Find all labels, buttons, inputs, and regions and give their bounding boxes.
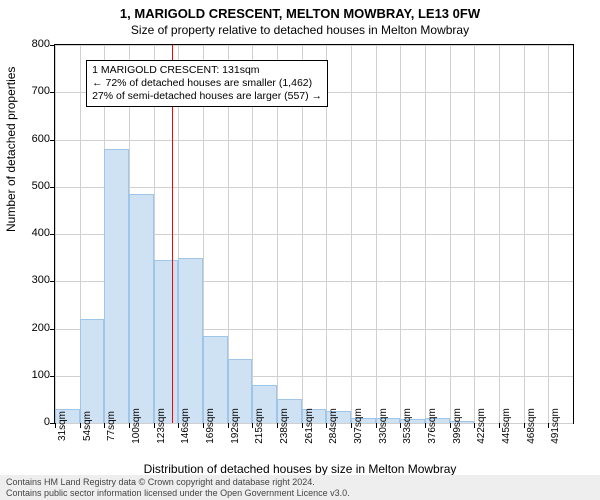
xtick-label: 284sqm bbox=[328, 408, 339, 444]
footer-line-2: Contains public sector information licen… bbox=[6, 488, 594, 498]
gridline-v bbox=[548, 45, 549, 423]
annotation-line: ← 72% of detached houses are smaller (1,… bbox=[92, 77, 322, 90]
xtick-mark bbox=[351, 423, 352, 428]
xtick-mark bbox=[499, 423, 500, 428]
ytick-label: 300 bbox=[10, 274, 50, 286]
gridline-v bbox=[499, 45, 500, 423]
xtick-label: 31sqm bbox=[57, 411, 68, 441]
ytick-label: 200 bbox=[10, 322, 50, 334]
xtick-label: 399sqm bbox=[452, 408, 463, 444]
annotation-box: 1 MARIGOLD CRESCENT: 131sqm← 72% of deta… bbox=[86, 60, 328, 107]
xtick-mark bbox=[129, 423, 130, 428]
histogram-bar bbox=[104, 149, 129, 423]
annotation-line: 1 MARIGOLD CRESCENT: 131sqm bbox=[92, 64, 322, 77]
gridline-v bbox=[376, 45, 377, 423]
xtick-mark bbox=[154, 423, 155, 428]
xtick-mark bbox=[80, 423, 81, 428]
histogram-bar bbox=[154, 260, 179, 423]
xtick-label: 215sqm bbox=[254, 408, 265, 444]
xtick-label: 468sqm bbox=[526, 408, 537, 444]
chart-subtitle: Size of property relative to detached ho… bbox=[0, 21, 600, 37]
footer-attribution: Contains HM Land Registry data © Crown c… bbox=[0, 475, 600, 500]
xtick-label: 54sqm bbox=[82, 411, 93, 441]
gridline-v bbox=[400, 45, 401, 423]
xtick-mark bbox=[228, 423, 229, 428]
gridline-v bbox=[425, 45, 426, 423]
gridline-v bbox=[55, 45, 56, 423]
xtick-label: 491sqm bbox=[550, 408, 561, 444]
xtick-mark bbox=[302, 423, 303, 428]
plot-area: 1 MARIGOLD CRESCENT: 131sqm← 72% of deta… bbox=[54, 44, 574, 424]
xtick-label: 77sqm bbox=[106, 411, 117, 441]
ytick-label: 100 bbox=[10, 369, 50, 381]
gridline-v bbox=[450, 45, 451, 423]
xtick-mark bbox=[425, 423, 426, 428]
histogram-bar bbox=[80, 319, 105, 423]
xtick-label: 353sqm bbox=[402, 408, 413, 444]
xtick-label: 100sqm bbox=[131, 408, 142, 444]
xtick-label: 123sqm bbox=[156, 408, 167, 444]
ytick-label: 0 bbox=[10, 416, 50, 428]
gridline-v bbox=[524, 45, 525, 423]
xtick-label: 376sqm bbox=[427, 408, 438, 444]
gridline-h bbox=[55, 45, 573, 46]
x-axis-label: Distribution of detached houses by size … bbox=[0, 462, 600, 476]
annotation-line: 27% of semi-detached houses are larger (… bbox=[92, 90, 322, 103]
gridline-v bbox=[474, 45, 475, 423]
ytick-label: 600 bbox=[10, 133, 50, 145]
xtick-label: 330sqm bbox=[378, 408, 389, 444]
chart-title: 1, MARIGOLD CRESCENT, MELTON MOWBRAY, LE… bbox=[0, 0, 600, 21]
ytick-label: 800 bbox=[10, 38, 50, 50]
xtick-mark bbox=[524, 423, 525, 428]
xtick-label: 192sqm bbox=[230, 408, 241, 444]
xtick-label: 261sqm bbox=[304, 408, 315, 444]
xtick-label: 169sqm bbox=[205, 408, 216, 444]
xtick-label: 307sqm bbox=[353, 408, 364, 444]
gridline-h bbox=[55, 140, 573, 141]
xtick-mark bbox=[203, 423, 204, 428]
histogram-bar bbox=[129, 194, 154, 423]
xtick-label: 238sqm bbox=[279, 408, 290, 444]
ytick-label: 700 bbox=[10, 85, 50, 97]
histogram-bar bbox=[178, 258, 203, 423]
xtick-label: 146sqm bbox=[180, 408, 191, 444]
histogram-chart: 1, MARIGOLD CRESCENT, MELTON MOWBRAY, LE… bbox=[0, 0, 600, 500]
xtick-mark bbox=[450, 423, 451, 428]
ytick-label: 400 bbox=[10, 227, 50, 239]
xtick-mark bbox=[376, 423, 377, 428]
ytick-label: 500 bbox=[10, 180, 50, 192]
xtick-mark bbox=[277, 423, 278, 428]
footer-line-1: Contains HM Land Registry data © Crown c… bbox=[6, 477, 594, 487]
xtick-label: 422sqm bbox=[476, 408, 487, 444]
gridline-v bbox=[351, 45, 352, 423]
xtick-label: 445sqm bbox=[501, 408, 512, 444]
gridline-h bbox=[55, 187, 573, 188]
xtick-mark bbox=[55, 423, 56, 428]
